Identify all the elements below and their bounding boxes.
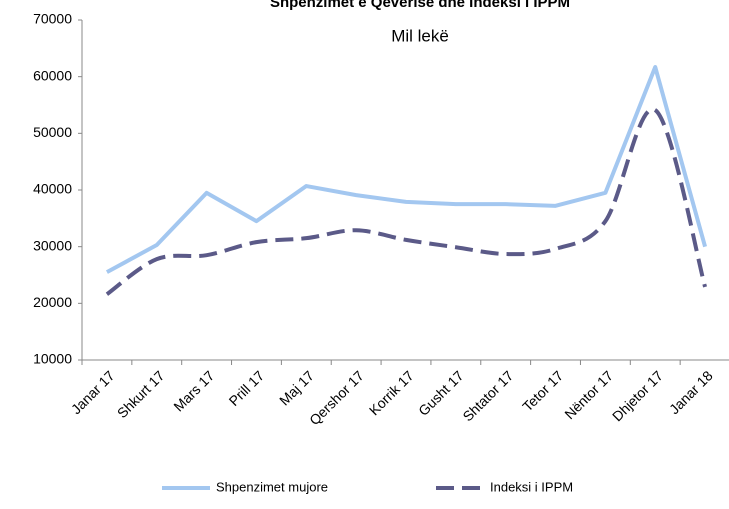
- x-tick-label: Shtator 17: [459, 367, 516, 424]
- y-tick-label: 10000: [33, 351, 72, 367]
- series-line: [105, 107, 708, 296]
- x-tick-label: Tetor 17: [519, 367, 566, 414]
- chart-title: Shpenzimet e Qeverisë dhe Indeksi i IPPM: [270, 0, 570, 11]
- x-tick-label: Janar 17: [68, 367, 118, 417]
- series-line: [105, 65, 708, 274]
- chart-subtitle: Mil lekë: [391, 26, 449, 45]
- y-tick-label: 40000: [33, 181, 72, 197]
- x-tick-label: Janar 18: [666, 367, 716, 417]
- x-tick-label: Korrik 17: [366, 367, 417, 418]
- y-tick-label: 50000: [33, 124, 72, 140]
- legend-label: Indeksi i IPPM: [490, 479, 573, 494]
- y-tick-label: 70000: [33, 11, 72, 27]
- x-tick-label: Maj 17: [276, 367, 317, 408]
- legend-label: Shpenzimet mujore: [216, 479, 328, 494]
- x-tick-label: Gusht 17: [415, 367, 467, 419]
- y-tick-label: 60000: [33, 67, 72, 83]
- x-tick-label: Shkurt 17: [114, 367, 168, 421]
- x-tick-label: Nëntor 17: [561, 367, 616, 422]
- x-tick-label: Dhjetor 17: [609, 367, 666, 424]
- x-tick-label: Prill 17: [226, 367, 268, 409]
- y-tick-label: 30000: [33, 237, 72, 253]
- x-tick-label: Mars 17: [170, 367, 217, 414]
- x-tick-label: Qershor 17: [306, 367, 367, 428]
- y-tick-label: 20000: [33, 294, 72, 310]
